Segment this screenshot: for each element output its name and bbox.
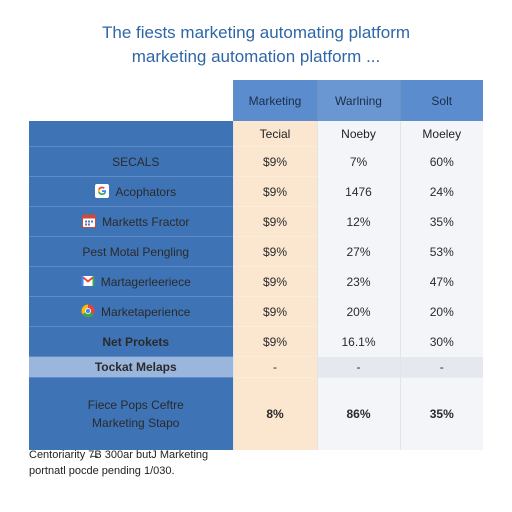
row-label-cell: Acophators — [29, 176, 233, 207]
column-header-row: Marketing Warlning Solt — [29, 80, 483, 121]
cell-value: $9% — [232, 206, 317, 237]
table-row[interactable]: Martagerleeriece $9% 23% 47% — [29, 266, 483, 297]
row-label: Pest Motal Pengling — [29, 236, 233, 267]
row-label-line-1: Fiece Pops Ceftre — [87, 398, 184, 412]
comparison-table: Marketing Warlning Solt Tecial Noeby Moe… — [29, 80, 483, 450]
cell-value: 8% — [232, 377, 317, 450]
cell-value: 20% — [316, 296, 400, 327]
row-label-cell: Martagerleeriece — [29, 266, 233, 297]
cell-value: 7% — [316, 146, 400, 177]
cell-value: 35% — [399, 206, 483, 237]
subheader-row: Tecial Noeby Moeley — [29, 121, 483, 147]
cell-value: - — [316, 356, 400, 378]
cell-value: 30% — [399, 326, 483, 357]
cell-value: - — [232, 356, 317, 378]
cell-value: $9% — [232, 146, 317, 177]
cell-value: - — [399, 356, 483, 378]
cell-value: 60% — [399, 146, 483, 177]
footer-note: Centoriarity 7̶̶B 300ar butJ Marketing p… — [29, 447, 329, 479]
footer-line-1: Centoriarity 7̶̶B 300ar butJ Marketing — [29, 449, 209, 461]
table-row[interactable]: Net Prokets $9% 16.1% 30% — [29, 326, 483, 357]
cell-value: $9% — [232, 326, 317, 357]
row-label: Martagerleeriece — [100, 275, 191, 289]
table-row[interactable]: Tockat Melaps - - - — [29, 356, 483, 378]
row-label-cell: Marketts Fractor — [29, 206, 233, 237]
row-label-line-2: Marketing Stapo — [92, 416, 180, 430]
row-label: Net Prokets — [29, 326, 233, 357]
table-row[interactable]: Marketaperience $9% 20% 20% — [29, 296, 483, 327]
cell-value: 86% — [316, 377, 400, 450]
subheader-tecial: Tecial — [232, 121, 317, 147]
row-label: Acophators — [115, 185, 177, 199]
title-line-2: marketing automation platform ... — [131, 47, 381, 66]
column-header-warlning[interactable]: Warlning — [316, 80, 400, 121]
row-label: SECALS — [29, 146, 233, 177]
row-label-cell: Fiece Pops Ceftre Marketing Stapo — [29, 377, 233, 450]
row-label: Tockat Melaps — [29, 356, 233, 378]
cell-value: 16.1% — [316, 326, 400, 357]
chrome-icon — [81, 304, 95, 318]
table-row[interactable]: SECALS $9% 7% 60% — [29, 146, 483, 177]
cell-value: 24% — [399, 176, 483, 207]
gmail-icon — [81, 275, 95, 286]
cell-value: $9% — [232, 176, 317, 207]
table-row[interactable]: Marketts Fractor $9% 12% 35% — [29, 206, 483, 237]
cell-value: 12% — [316, 206, 400, 237]
title-line-1: The fiests marketing automating platform — [101, 23, 411, 42]
cell-value: 53% — [399, 236, 483, 267]
cell-value: 20% — [399, 296, 483, 327]
subheader-noeby: Noeby — [316, 121, 400, 147]
cell-value: $9% — [232, 266, 317, 297]
cell-value: 1476 — [316, 176, 400, 207]
subheader-moeley: Moeley — [399, 121, 483, 147]
row-label: Marketaperience — [101, 305, 191, 319]
column-header-solt[interactable]: Solt — [399, 80, 483, 121]
footer-line-2: portnatl pocde pending 1/030. — [29, 465, 175, 477]
row-label: Marketts Fractor — [102, 215, 190, 229]
subheader-blank — [29, 121, 233, 147]
cell-value: 35% — [399, 377, 483, 450]
table-row[interactable]: Fiece Pops Ceftre Marketing Stapo 8% 86%… — [29, 377, 483, 450]
table-row[interactable]: Acophators $9% 1476 24% — [29, 176, 483, 207]
cell-value: 23% — [316, 266, 400, 297]
cell-value: $9% — [232, 296, 317, 327]
table-row[interactable]: Pest Motal Pengling $9% 27% 53% — [29, 236, 483, 267]
cell-value: 27% — [316, 236, 400, 267]
google-icon — [95, 184, 110, 198]
column-header-marketing[interactable]: Marketing — [232, 80, 317, 121]
calendar-icon — [82, 214, 97, 228]
cell-value: $9% — [232, 236, 317, 267]
header-blank — [29, 80, 233, 121]
row-label-cell: Marketaperience — [29, 296, 233, 327]
cell-value: 47% — [399, 266, 483, 297]
